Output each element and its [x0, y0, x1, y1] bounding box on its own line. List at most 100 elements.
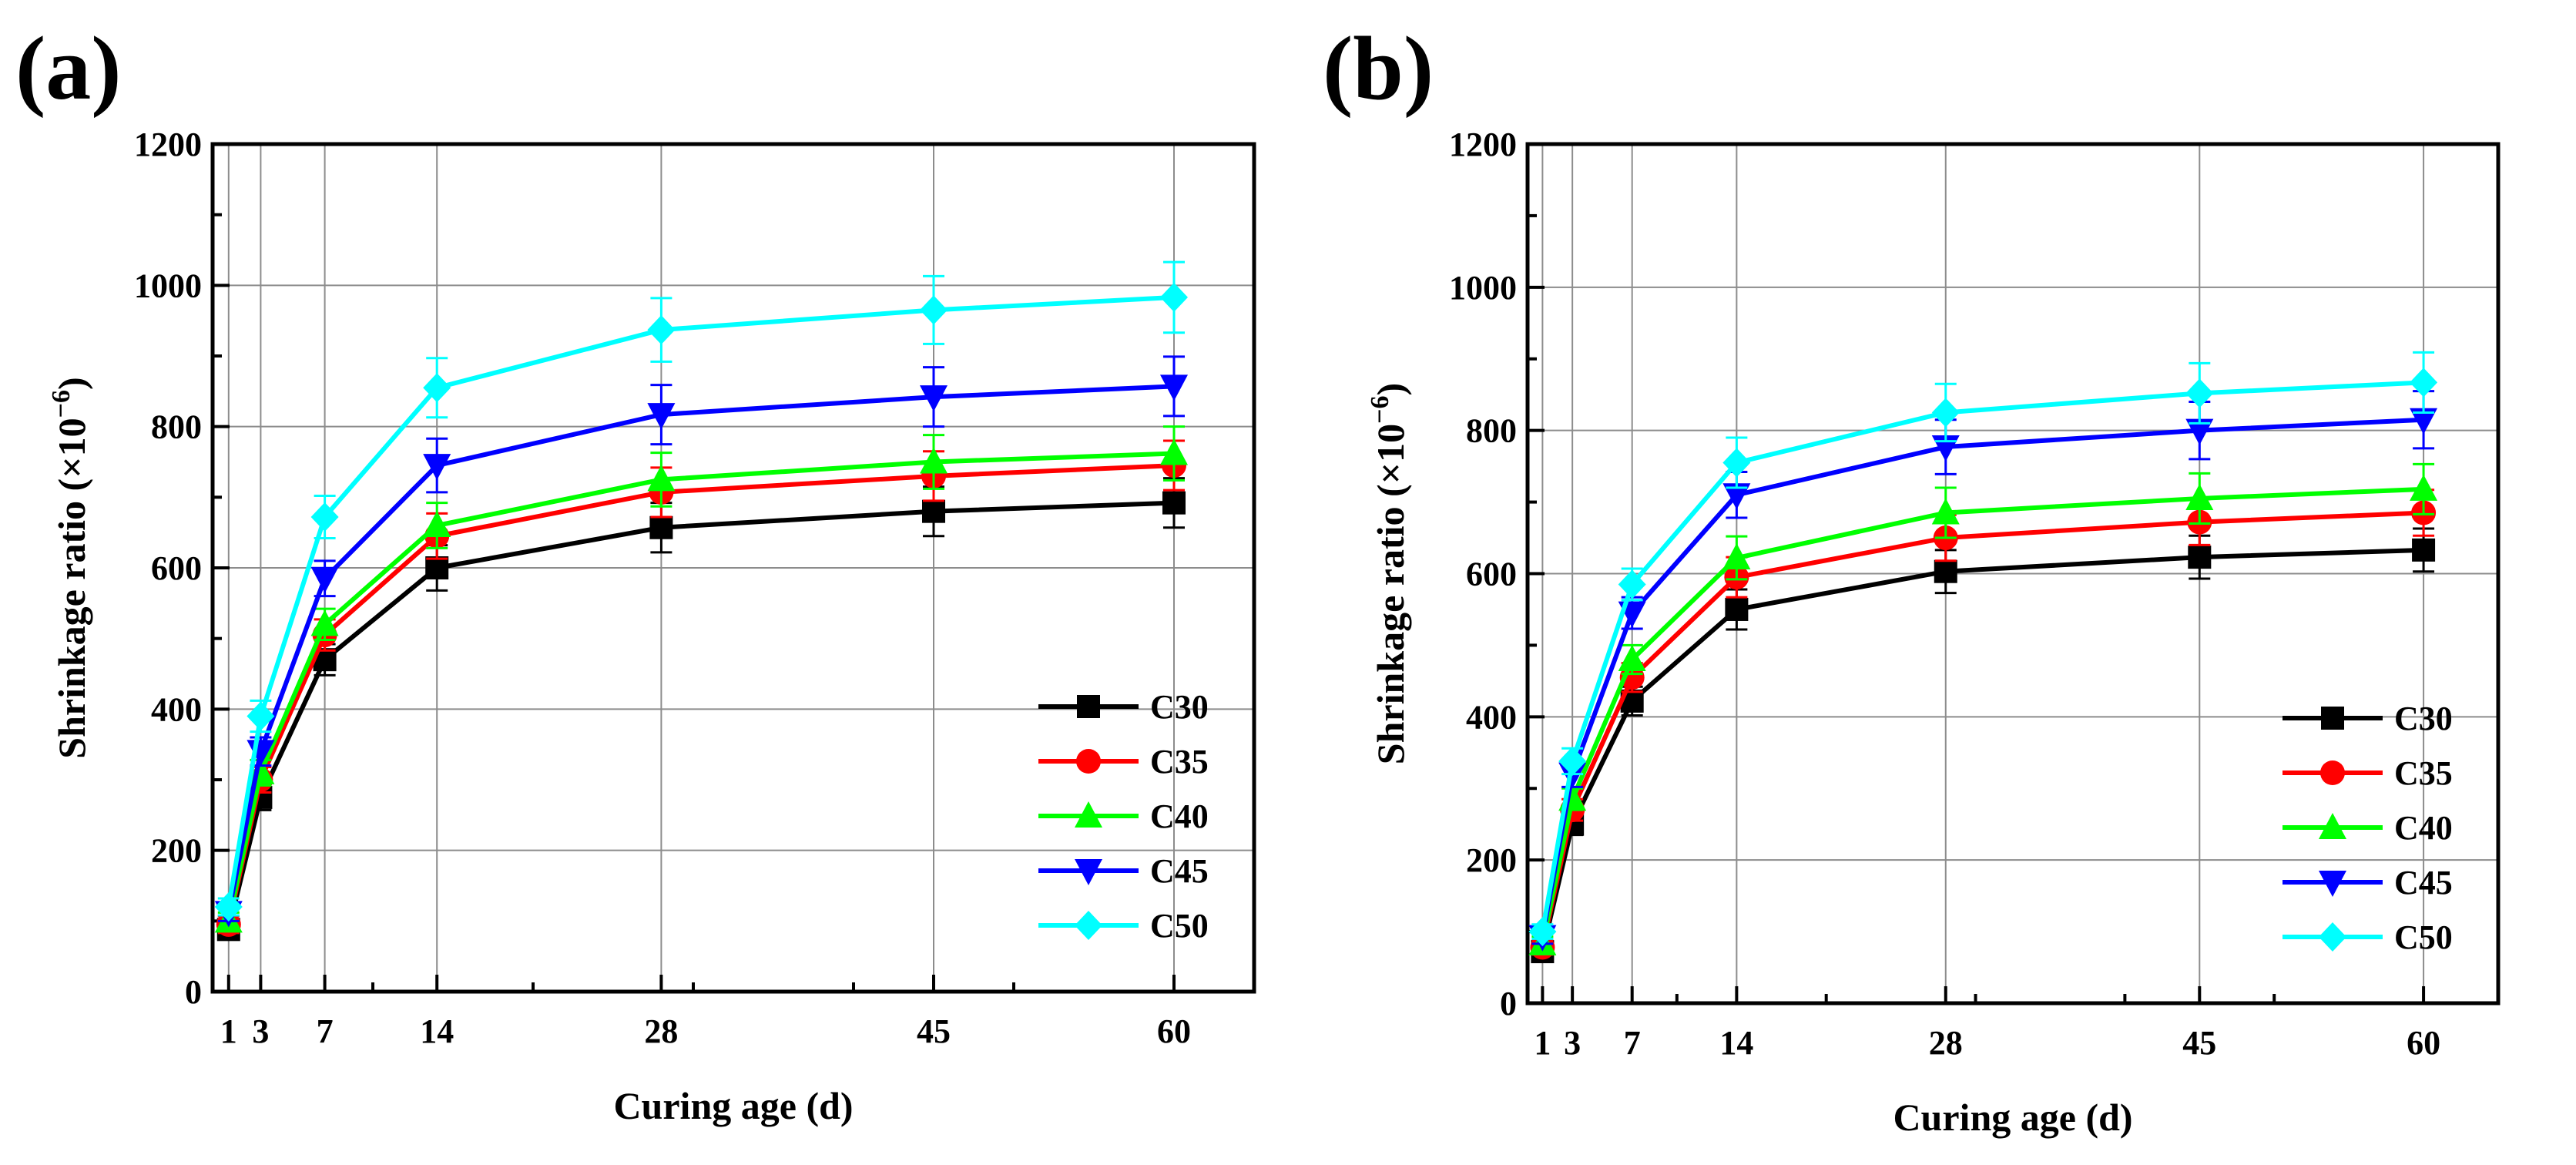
data-point-C50: [1558, 746, 1587, 776]
panel-label: (a): [15, 18, 122, 119]
data-point-C30: [922, 499, 945, 523]
series-C35: [216, 439, 1186, 937]
data-point-C30: [1934, 559, 1957, 583]
series-C45: [214, 355, 1188, 928]
x-tick-label: 45: [917, 1012, 951, 1050]
y-tick-label: 600: [151, 549, 202, 587]
data-point-C50: [1931, 398, 1960, 428]
legend-label-C35: C35: [1150, 743, 1209, 781]
x-axis-title: Curing age (d): [1893, 1096, 2132, 1139]
data-point-C45: [1160, 374, 1188, 401]
series-C50: [214, 260, 1188, 922]
legend: C30 C35 C40 C45 C50: [1038, 688, 1209, 945]
data-point-C30: [649, 515, 673, 539]
chart-panel-b: (b) 0 200 400 600 800 1000 1200 1 3 7 14 28 45 60 Curin…: [1323, 18, 2501, 1139]
y-tick-label: 200: [1466, 841, 1517, 879]
data-point-C40: [920, 447, 948, 474]
series-C30: [1531, 527, 2436, 964]
legend-label-C40: C40: [2394, 809, 2453, 847]
legend-label-C35: C35: [2394, 754, 2453, 792]
legend-marker-C50: [1075, 911, 1102, 940]
legend-label-C45: C45: [1150, 852, 1209, 890]
legend-marker-C40: [2319, 813, 2346, 839]
legend-marker-C35: [1076, 749, 1101, 774]
series-line-C45: [1540, 417, 2424, 938]
y-tick-label: 1200: [134, 126, 202, 163]
x-tick-label: 14: [1719, 1024, 1753, 1062]
data-point-C50: [1528, 917, 1557, 947]
x-tick-label: 1: [1534, 1024, 1551, 1062]
data-point-C45: [2410, 408, 2438, 435]
series-line-C50: [226, 294, 1175, 908]
data-point-C40: [310, 609, 339, 636]
y-tick-label: 600: [1466, 556, 1517, 593]
x-tick-label: 60: [1157, 1012, 1191, 1050]
data-point-C30: [1162, 491, 1186, 515]
chart-panel-a: (a) 0 200 400 600 800 1000 1200 1 3 7 14 28 45 60 Curin…: [15, 18, 1256, 1127]
x-tick-label: 3: [1564, 1024, 1581, 1062]
legend-label-C30: C30: [2394, 700, 2453, 737]
data-point-C50: [647, 315, 676, 345]
data-point-C50: [214, 892, 243, 922]
series-C40: [1528, 462, 2438, 955]
y-tick-label: 400: [1466, 698, 1517, 736]
legend-marker-C40: [1075, 801, 1102, 828]
panel-label: (b): [1323, 18, 1434, 119]
series-C50: [1528, 351, 2438, 947]
data-point-C45: [310, 566, 339, 593]
data-point-C50: [2410, 368, 2438, 398]
x-tick-label: 28: [644, 1012, 678, 1050]
y-axis-title: Shrinkage ratio (×10−6): [47, 377, 93, 758]
series-line-C30: [226, 500, 1175, 931]
x-tick-label: 7: [1624, 1024, 1641, 1062]
y-tick-label: 0: [185, 973, 202, 1011]
data-point-C30: [2412, 538, 2436, 562]
legend-marker-C35: [2320, 760, 2345, 785]
legend-marker-C30: [2321, 707, 2344, 730]
data-point-C40: [1931, 498, 1960, 525]
y-tick-label: 1000: [1449, 269, 1517, 307]
data-point-C40: [2410, 474, 2438, 501]
data-point-C50: [423, 373, 451, 403]
series-line-C30: [1540, 547, 2424, 952]
data-point-C40: [1618, 645, 1646, 671]
x-tick-label: 60: [2407, 1024, 2440, 1062]
y-tick-label: 800: [151, 408, 202, 446]
data-point-C50: [1722, 448, 1751, 478]
x-tick-label: 14: [420, 1012, 454, 1050]
data-point-C40: [1160, 438, 1188, 465]
data-point-C50: [1160, 282, 1188, 312]
data-point-C50: [247, 701, 275, 731]
legend-label-C50: C50: [2394, 918, 2453, 956]
y-tick-label: 1200: [1449, 126, 1517, 163]
series-line-C50: [1540, 380, 2424, 932]
data-point-C45: [647, 403, 676, 430]
legend-marker-C45: [2319, 871, 2346, 897]
series-C35: [1530, 488, 2437, 960]
data-point-C30: [425, 556, 449, 579]
y-tick-label: 400: [151, 690, 202, 728]
x-tick-label: 45: [2182, 1024, 2216, 1062]
data-point-C45: [920, 385, 948, 412]
legend-marker-C50: [2319, 922, 2346, 952]
y-axis-title: Shrinkage ratio (×10−6): [1366, 383, 1412, 764]
x-tick-label: 1: [220, 1012, 237, 1050]
legend-label-C45: C45: [2394, 864, 2453, 901]
y-tick-label: 0: [1500, 985, 1517, 1022]
y-tick-label: 200: [151, 832, 202, 870]
data-point-C50: [2185, 378, 2214, 408]
legend-label-C50: C50: [1150, 907, 1209, 945]
data-point-C40: [647, 465, 676, 492]
data-point-C50: [310, 502, 339, 532]
data-point-C30: [1725, 597, 1749, 621]
y-tick-label: 1000: [134, 267, 202, 304]
x-tick-label: 28: [1929, 1024, 1963, 1062]
data-point-C40: [1722, 543, 1751, 570]
data-point-C45: [1722, 483, 1751, 510]
data-point-C50: [920, 295, 948, 325]
legend-label-C30: C30: [1150, 688, 1209, 726]
legend-label-C40: C40: [1150, 797, 1209, 835]
x-axis-title: Curing age (d): [613, 1084, 853, 1127]
data-point-C40: [423, 511, 451, 537]
